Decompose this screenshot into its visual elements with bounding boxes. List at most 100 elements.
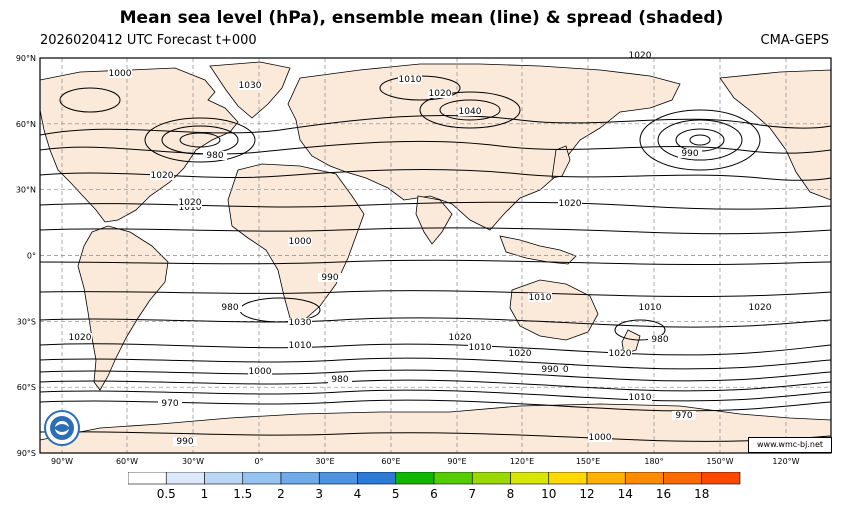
contour-label: 1030 <box>239 81 262 91</box>
contour-label: 980 <box>206 151 223 161</box>
contour-label: 1010 <box>529 293 552 303</box>
colorbar-boxes <box>128 472 741 485</box>
contour-label: 1020 <box>559 199 582 209</box>
contour-label-bg <box>288 237 312 246</box>
colorbar-box <box>663 472 703 485</box>
contour-label-bg <box>672 411 696 420</box>
colorbar-tick-label: 2 <box>277 487 285 501</box>
contour-label: 1040 <box>459 107 482 117</box>
contour-label: 1010 <box>629 393 652 403</box>
lat-label: 30°S <box>17 317 36 326</box>
contour-label-bg <box>528 293 552 302</box>
contour-label-bg <box>558 199 582 208</box>
contour-label: 1020 <box>609 349 632 359</box>
contour-label-bg <box>628 393 652 402</box>
contour-label: 1020 <box>749 303 772 313</box>
lon-label: 150°E <box>576 457 600 466</box>
graticule <box>40 58 831 453</box>
lat-label: 0° <box>27 252 36 261</box>
contour-label-bg <box>508 349 532 358</box>
lon-label: 60°W <box>116 457 138 466</box>
colorbar-box <box>318 472 358 485</box>
colorbar-box <box>395 472 435 485</box>
lon-label: 0° <box>254 457 263 466</box>
isobar-contours <box>40 75 831 442</box>
colorbar-tick-label: 5 <box>392 487 400 501</box>
colorbar-box <box>165 472 205 485</box>
contour-label-bg <box>608 349 632 358</box>
contour-label-bg <box>178 198 202 207</box>
lon-label: 90°W <box>51 457 73 466</box>
colorbar-box <box>510 472 550 485</box>
colorbar-tick-label: 18 <box>694 487 709 501</box>
latitude-labels: 90°N 60°N 30°N 0° 30°S 60°S 90°S <box>16 54 36 458</box>
lon-label: 150°W <box>706 457 733 466</box>
contour-label-bg <box>448 333 472 342</box>
colorbar-tick-label: 8 <box>507 487 515 501</box>
colorbar-box <box>204 472 244 485</box>
contour-label: 1000 <box>249 367 272 377</box>
contour-label: 970 <box>675 411 692 421</box>
contour-label-bg <box>288 341 312 350</box>
contour-label: 1020 <box>69 333 92 343</box>
colorbar-box <box>128 472 167 485</box>
colorbar-tick-label: 16 <box>656 487 671 501</box>
chart-title: Mean sea level (hPa), ensemble mean (lin… <box>119 8 724 28</box>
lon-label: 120°E <box>510 457 534 466</box>
contour-label-bg <box>173 437 197 446</box>
contour-label-bg <box>248 367 272 376</box>
colorbar-tick-label: 1 <box>201 487 209 501</box>
longitude-labels: 90°W 60°W 30°W 0° 30°E 60°E 90°E 120°E 150°E 180°… <box>51 457 800 466</box>
contour-label-bg <box>288 318 312 327</box>
contour-label: 970 <box>161 399 178 409</box>
lat-label: 90°S <box>17 449 36 458</box>
contour-label: 990 <box>681 149 698 159</box>
map-frame <box>39 57 832 454</box>
wmc-logo-icon <box>44 410 80 446</box>
contour-label: 1020 <box>629 51 652 61</box>
contour-label-bg <box>178 203 202 212</box>
contour-label-bg <box>648 335 672 344</box>
contour-label-bg <box>538 365 562 374</box>
contour-label: 1020 <box>151 171 174 181</box>
contour-label: 1010 <box>179 203 202 213</box>
colorbar-tick-label: 14 <box>618 487 633 501</box>
lon-label: 60°E <box>381 457 400 466</box>
colorbar-box <box>701 472 741 485</box>
lon-label: 90°E <box>447 457 466 466</box>
colorbar-tick-label: 7 <box>468 487 476 501</box>
contour-label-bg <box>318 273 342 282</box>
contour-label: 990 <box>541 365 558 375</box>
land-antarctica <box>40 403 831 453</box>
contour-label: 1020 <box>449 333 472 343</box>
colorbar: 0.5 1 1.5 2 3 4 5 6 7 8 10 12 14 16 18 <box>128 472 741 501</box>
model-name-label: CMA-GEPS <box>760 33 829 48</box>
colorbar-box <box>548 472 588 485</box>
colorbar-box <box>586 472 626 485</box>
land-india <box>415 195 453 245</box>
contour-label-bg <box>588 433 612 442</box>
lat-label: 60°N <box>16 120 36 129</box>
contour-label: 1010 <box>399 75 422 85</box>
contour-label: 1000 <box>589 433 612 443</box>
contour-label: 1000 <box>109 69 132 79</box>
credit-url: www.wmc-bj.net <box>748 437 832 453</box>
lat-label: 30°N <box>16 186 36 195</box>
contour-label: 1010 <box>639 303 662 313</box>
contour-label: 1000 <box>289 237 312 247</box>
colorbar-box <box>242 472 282 485</box>
colorbar-box <box>624 472 664 485</box>
contour-label-bg <box>748 303 772 312</box>
contour-label: 1010 <box>289 341 312 351</box>
colorbar-labels: 0.5 1 1.5 2 3 4 5 6 7 8 10 12 14 16 18 <box>157 487 710 501</box>
contour-label-bg <box>203 151 227 160</box>
contour-label-bg <box>218 303 242 312</box>
contour-label-bg <box>150 171 174 180</box>
contour-label-bg <box>68 333 92 342</box>
lon-label: 30°E <box>315 457 334 466</box>
contour-label: 980 <box>651 335 668 345</box>
contour-label-bg <box>458 107 482 116</box>
colorbar-tick-label: 6 <box>430 487 438 501</box>
colorbar-tick-label: 4 <box>354 487 362 501</box>
forecast-time-label: 2026020412 UTC Forecast t+000 <box>40 33 257 48</box>
